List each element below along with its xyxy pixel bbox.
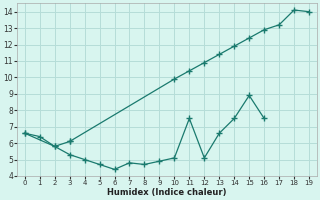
X-axis label: Humidex (Indice chaleur): Humidex (Indice chaleur) xyxy=(107,188,227,197)
